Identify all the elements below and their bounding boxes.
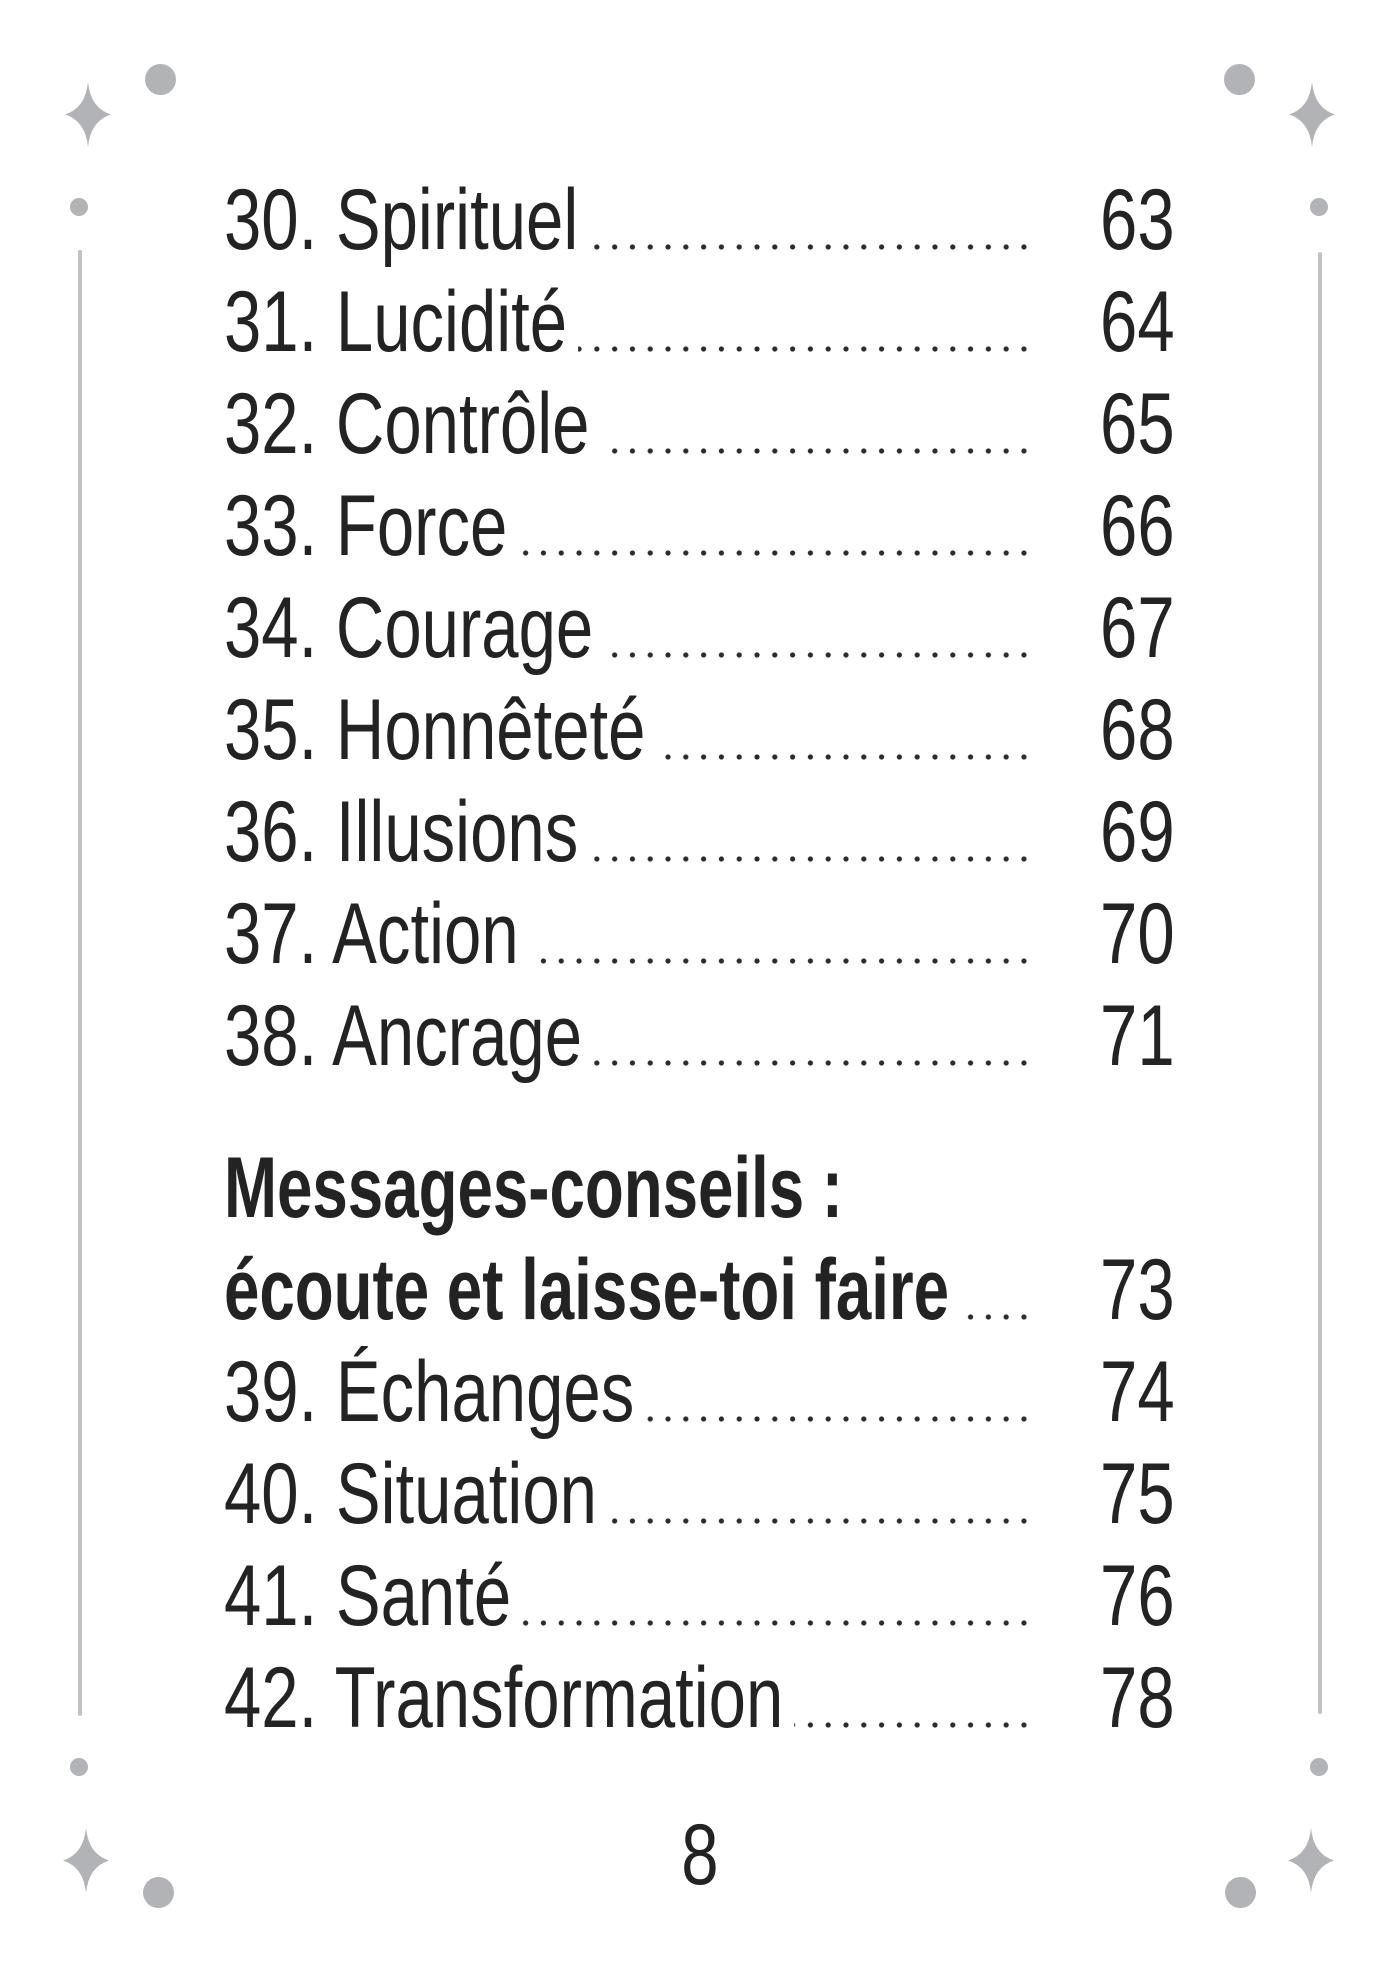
toc-entry-page: 67	[1028, 577, 1175, 679]
toc-entry-page: 69	[1028, 781, 1175, 883]
toc-entry-label: 31. Lucidité	[224, 271, 579, 373]
toc-entry-label: 34. Courage	[224, 577, 605, 679]
toc-entry: 42. Transformation 78	[224, 1647, 1175, 1749]
toc-entry-page: 64	[1028, 271, 1175, 373]
page-number-value: 8	[681, 1807, 719, 1903]
sparkle-icon	[63, 1828, 109, 1893]
dot-icon	[1225, 1877, 1256, 1908]
dot-icon	[1310, 1758, 1328, 1776]
dot-icon	[143, 1877, 174, 1908]
toc-entry-label: 41. Santé	[224, 1545, 523, 1647]
toc-entry-page: 68	[1028, 679, 1175, 781]
dot-icon	[70, 1758, 88, 1776]
toc-entry-label: 42. Transformation	[224, 1647, 795, 1749]
toc-entry-page: 66	[1028, 475, 1175, 577]
toc-entry-page: 75	[1028, 1443, 1175, 1545]
toc-section-label: écoute et laisse-toi faire	[224, 1239, 960, 1341]
left-margin-rule	[78, 250, 82, 1716]
toc-entry-label: 32. Contrôle	[224, 373, 601, 475]
toc-section-title-line1: Messages-conseils :	[224, 1137, 1175, 1239]
toc-entry-label: 36. Illusions	[224, 781, 590, 883]
toc-entry: 36. Illusions 69	[224, 781, 1175, 883]
toc-entry: 35. Honnêteté 68	[224, 679, 1175, 781]
toc-entry: 39. Échanges 74	[224, 1341, 1175, 1443]
toc-entry-label: 30. Spirituel	[224, 169, 590, 271]
toc-entry-label: 39. Échanges	[224, 1341, 646, 1443]
toc-section-title-line2: écoute et laisse-toi faire 73	[224, 1239, 1175, 1341]
page-number: 8	[0, 1804, 1400, 1906]
toc-entry: 34. Courage 67	[224, 577, 1175, 679]
sparkle-icon	[65, 82, 111, 147]
toc-entry-label: 35. Honnêteté	[224, 679, 657, 781]
toc-entry-page: 73	[1028, 1239, 1175, 1341]
toc-entry-page: 70	[1028, 883, 1175, 985]
toc-entry-page: 78	[1028, 1647, 1175, 1749]
dot-icon	[145, 64, 176, 95]
toc-entry-label: 37. Action	[224, 883, 530, 985]
toc-entry-page: 74	[1028, 1341, 1175, 1443]
sparkle-icon	[1288, 1828, 1334, 1893]
toc-entry: 32. Contrôle 65	[224, 373, 1175, 475]
dot-icon	[1224, 64, 1255, 95]
toc-entry-page: 71	[1028, 985, 1175, 1087]
toc-entry: 37. Action 70	[224, 883, 1175, 985]
toc-entry-page: 63	[1028, 169, 1175, 271]
toc-section-label: Messages-conseils :	[224, 1137, 854, 1239]
toc-entry: 30. Spirituel 63	[224, 169, 1175, 271]
dot-icon	[70, 198, 88, 216]
toc-entry-label: 40. Situation	[224, 1443, 608, 1545]
toc-entry: 38. Ancrage 71	[224, 985, 1175, 1087]
toc-entry-page: 76	[1028, 1545, 1175, 1647]
right-margin-rule	[1318, 252, 1322, 1714]
toc-entry-label: 33. Force	[224, 475, 519, 577]
dot-icon	[1310, 198, 1328, 216]
toc-entry-page: 65	[1028, 373, 1175, 475]
toc-entry: 31. Lucidité 64	[224, 271, 1175, 373]
toc-entry: 41. Santé 76	[224, 1545, 1175, 1647]
toc-entry-label: 38. Ancrage	[224, 985, 593, 1087]
toc-entry: 33. Force 66	[224, 475, 1175, 577]
sparkle-icon	[1289, 82, 1335, 147]
toc-entry: 40. Situation 75	[224, 1443, 1175, 1545]
table-of-contents: 30. Spirituel 63 31. Lucidité 64 32. Con…	[224, 169, 1175, 1749]
